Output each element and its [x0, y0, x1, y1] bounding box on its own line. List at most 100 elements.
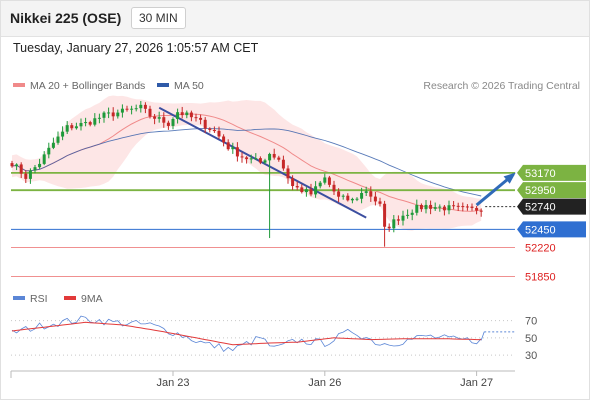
- candle-body: [470, 206, 474, 208]
- candle-body: [424, 204, 428, 210]
- candle: [456, 202, 460, 212]
- candle: [442, 205, 446, 216]
- candle-body: [93, 118, 97, 125]
- candle-body: [479, 210, 483, 212]
- candle: [373, 191, 377, 206]
- candle-body: [38, 163, 42, 168]
- candle-body: [429, 204, 433, 209]
- ma20-label: MA 20 + Bollinger Bands: [30, 80, 146, 92]
- candle: [304, 187, 308, 197]
- candle: [332, 180, 336, 196]
- candle: [475, 205, 479, 215]
- time-axis: Jan 23 Jan 26 Jan 27: [10, 370, 515, 389]
- candle-body: [387, 226, 391, 229]
- candle-body: [304, 189, 308, 193]
- price-tag-52220: 52220: [525, 242, 556, 254]
- candle: [10, 160, 14, 168]
- candle: [162, 112, 166, 128]
- candle: [102, 111, 106, 123]
- price-tag-52740: 52740: [517, 198, 586, 215]
- candle: [346, 193, 350, 202]
- rsi-panel: 70 50 30: [11, 316, 537, 362]
- price-tag-text: 52450: [525, 224, 556, 236]
- candle: [433, 202, 437, 211]
- candle: [258, 156, 262, 165]
- ma9-line: [11, 321, 482, 346]
- candle: [277, 155, 281, 162]
- price-tag-53170: 53170: [517, 164, 586, 181]
- candle: [84, 117, 88, 127]
- candle-body: [272, 153, 276, 158]
- candle: [415, 199, 419, 216]
- candle-body: [222, 136, 226, 143]
- candle: [120, 104, 124, 118]
- candle-body: [120, 108, 124, 113]
- candle: [419, 203, 423, 212]
- candle: [70, 123, 74, 131]
- candle: [47, 142, 51, 159]
- candle: [438, 204, 442, 212]
- candle-body: [268, 153, 272, 161]
- candle: [212, 126, 216, 133]
- candle: [447, 200, 451, 215]
- ma50-label: MA 50: [174, 80, 204, 92]
- candle: [309, 183, 313, 197]
- candle: [130, 105, 134, 115]
- candle-body: [337, 191, 341, 197]
- time-tick-label: Jan 26: [308, 377, 341, 389]
- candle-body: [88, 122, 92, 125]
- candle-body: [185, 112, 189, 116]
- candle: [185, 110, 189, 119]
- candle: [341, 194, 345, 200]
- candle-body: [383, 203, 387, 227]
- candle-body: [263, 160, 267, 163]
- candle-body: [116, 112, 120, 117]
- candle-body: [291, 178, 295, 187]
- candle: [378, 197, 382, 207]
- candle: [249, 154, 253, 164]
- candle-body: [410, 212, 414, 215]
- candle-body: [134, 108, 138, 110]
- candle: [88, 120, 92, 127]
- candle-body: [217, 130, 221, 137]
- candle-body: [33, 167, 37, 171]
- candle: [295, 181, 299, 191]
- candle: [410, 209, 414, 221]
- credit-text: Research © 2026 Trading Central: [423, 80, 580, 92]
- time-tick-label: Jan 27: [460, 377, 493, 389]
- candle-body: [171, 119, 175, 126]
- candle: [327, 175, 331, 188]
- candle: [42, 151, 46, 166]
- candle: [350, 197, 354, 204]
- rsi-tick-label: 70: [525, 316, 537, 328]
- price-tag-51850: 51850: [525, 272, 556, 284]
- candle: [38, 158, 42, 169]
- candle-body: [323, 177, 327, 183]
- candle-body: [79, 122, 83, 127]
- candle-body: [148, 108, 152, 117]
- candle: [235, 142, 239, 162]
- candle: [281, 155, 285, 171]
- ma20-swatch: [13, 83, 25, 88]
- candle: [300, 184, 304, 194]
- candle-body: [240, 156, 244, 158]
- price-tag-bg: [517, 182, 586, 199]
- candle-body: [300, 187, 304, 193]
- candle-body: [102, 112, 106, 118]
- bollinger-band: [12, 95, 482, 231]
- candle: [263, 158, 267, 165]
- legend-ma50: MA 50: [157, 80, 204, 92]
- candle: [424, 199, 428, 214]
- candle-body: [166, 122, 170, 126]
- candle: [79, 118, 83, 131]
- candle: [107, 107, 111, 119]
- candle: [470, 203, 474, 211]
- candle-body: [51, 142, 55, 148]
- candle-body: [162, 117, 166, 123]
- rsi-tick-label: 30: [525, 350, 537, 362]
- candle: [314, 181, 318, 198]
- candle: [134, 104, 138, 112]
- candle-body: [332, 184, 336, 192]
- timeframe-badge[interactable]: 30 MIN: [131, 7, 186, 29]
